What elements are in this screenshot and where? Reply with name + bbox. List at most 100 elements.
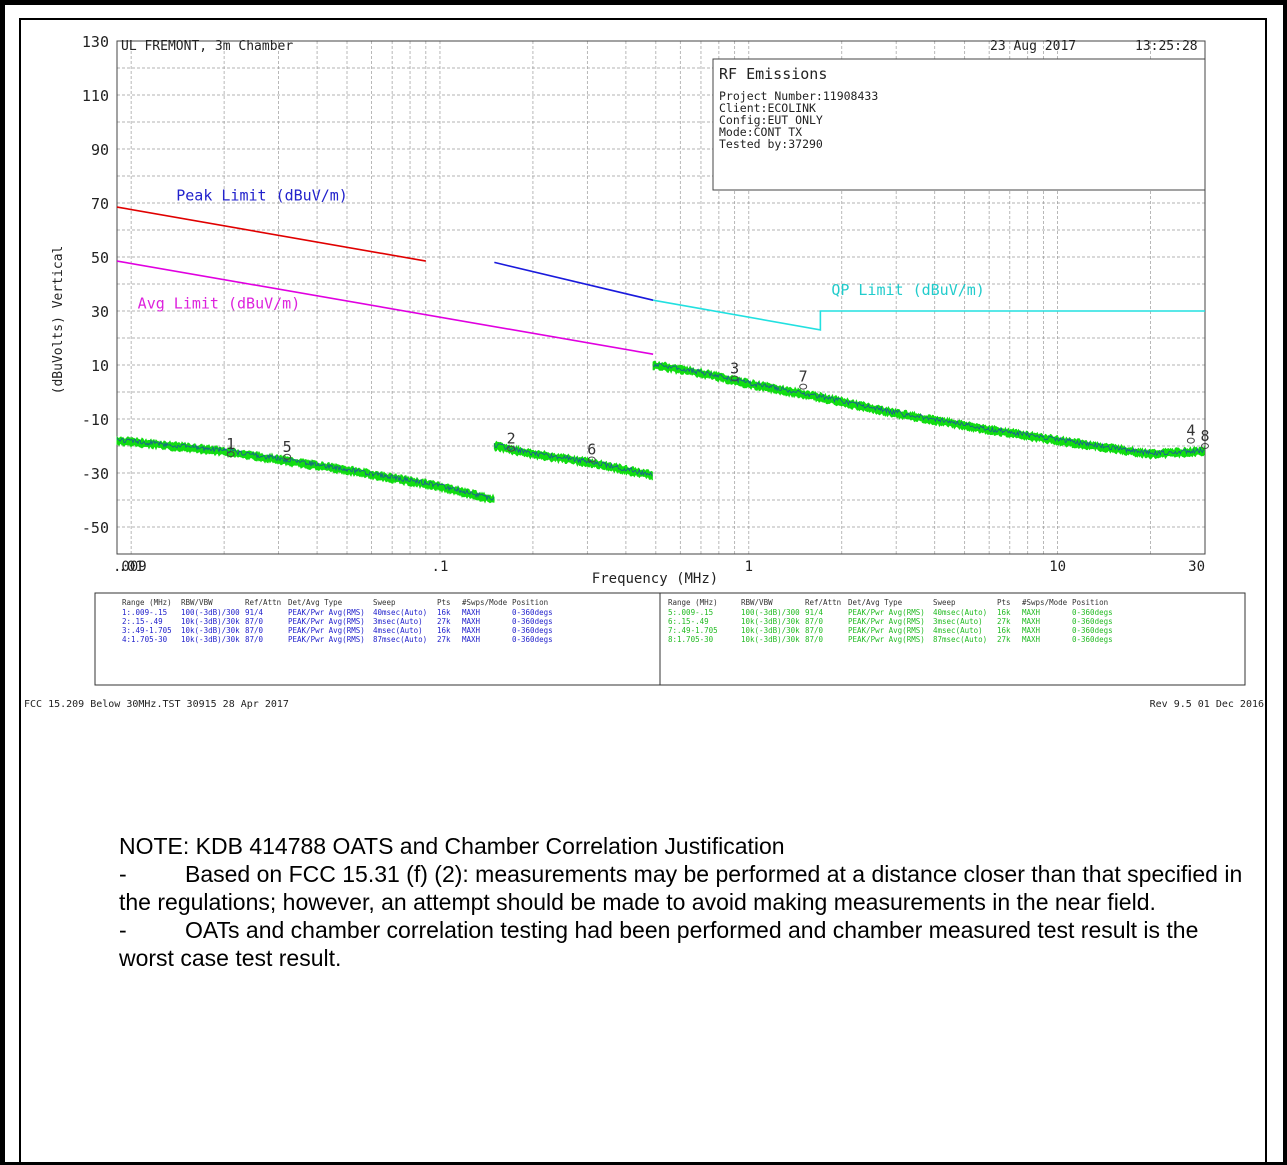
x-axis-ticks: .009.01 .1 1 10 30 bbox=[113, 559, 1205, 575]
table-header: Range (MHz) bbox=[668, 598, 718, 607]
marker-symbol bbox=[587, 456, 596, 463]
table-cell: 2:.15-.49 bbox=[122, 617, 163, 626]
table-cell: 27k bbox=[997, 617, 1011, 626]
table-cell: 0-360degs bbox=[1072, 617, 1113, 626]
table-cell: 87/0 bbox=[805, 626, 824, 635]
table-header: Sweep bbox=[933, 598, 956, 607]
table-cell: 87/0 bbox=[245, 617, 264, 626]
table-cell: 10k(-3dB)/30k bbox=[181, 635, 240, 644]
bullet-dash: - bbox=[119, 917, 127, 943]
table-cell: MAXH bbox=[1022, 626, 1041, 635]
y-axis-ticks: 130 110 90 70 50 30 10 -10 -30 -50 bbox=[82, 33, 109, 537]
marker-label: 4 bbox=[1186, 422, 1195, 440]
marker-label: 8 bbox=[1200, 427, 1209, 445]
table-cell: 40msec(Auto) bbox=[933, 608, 987, 617]
table-cell: MAXH bbox=[462, 626, 481, 635]
table-cell: 87/0 bbox=[245, 635, 264, 644]
marker-label: 3 bbox=[730, 360, 739, 378]
y-tick-label: -10 bbox=[82, 411, 109, 429]
x-tick-label: .009 bbox=[113, 559, 147, 575]
table-cell: 16k bbox=[997, 608, 1011, 617]
settings-table-box bbox=[94, 592, 1246, 686]
x-tick-label: 30 bbox=[1188, 559, 1205, 575]
table-cell: PEAK/Pwr Avg(RMS) bbox=[848, 626, 925, 635]
table-cell: 16k bbox=[997, 626, 1011, 635]
table-header: #Swps/Mode bbox=[1022, 598, 1068, 607]
table-cell: 10k(-3dB)/30k bbox=[181, 617, 240, 626]
info-line: Tested by:37290 bbox=[719, 137, 823, 151]
x-tick-label: .1 bbox=[432, 559, 449, 575]
note-bullet-1: - Based on FCC 15.31 (f) (2): measurement… bbox=[119, 860, 1259, 916]
trace-band bbox=[116, 435, 495, 504]
correlation-note: NOTE: KDB 414788 OATS and Chamber Correl… bbox=[119, 832, 1259, 972]
y-tick-label: 10 bbox=[91, 357, 109, 375]
table-cell: 4msec(Auto) bbox=[933, 626, 983, 635]
table-cell: 3msec(Auto) bbox=[933, 617, 983, 626]
table-header: RBW/VBW bbox=[741, 598, 773, 607]
trace-peak-line bbox=[493, 443, 653, 477]
y-tick-label: 110 bbox=[82, 87, 109, 105]
test-date: 23 Aug 2017 bbox=[990, 39, 1076, 54]
table-cell: 10k(-3dB)/30k bbox=[181, 626, 240, 635]
limit-line bbox=[116, 260, 654, 355]
info-title: RF Emissions bbox=[719, 65, 827, 83]
trace-band bbox=[493, 440, 653, 481]
table-cell: 3msec(Auto) bbox=[373, 617, 423, 626]
table-cell: 91/4 bbox=[805, 608, 824, 617]
marker-label: 6 bbox=[587, 441, 596, 459]
table-cell: PEAK/Pwr Avg(RMS) bbox=[288, 635, 365, 644]
table-cell: 27k bbox=[437, 617, 451, 626]
marker-symbol bbox=[226, 451, 235, 458]
limit-line bbox=[652, 299, 1205, 331]
limit-lines bbox=[116, 206, 1205, 355]
limit-label: Peak Limit (dBuV/m) bbox=[176, 186, 348, 204]
marker-symbol bbox=[730, 375, 739, 382]
x-axis-label: Frequency (MHz) bbox=[592, 571, 718, 587]
table-cell: 0-360degs bbox=[512, 635, 553, 644]
table-cell: 100(-3dB)/300 bbox=[741, 608, 800, 617]
y-tick-label: 90 bbox=[91, 141, 109, 159]
note-bullet-2: - OATs and chamber correlation testing ha… bbox=[119, 916, 1259, 972]
marker-symbol bbox=[799, 383, 808, 390]
y-tick-label: -30 bbox=[82, 465, 109, 483]
settings-table-left: Range (MHz) RBW/VBW Ref/Attn Det/Avg Type Sw… bbox=[122, 598, 553, 644]
test-time: 13:25:28 bbox=[1135, 39, 1198, 54]
table-cell: PEAK/Pwr Avg(RMS) bbox=[848, 608, 925, 617]
table-cell: 10k(-3dB)/30k bbox=[741, 626, 800, 635]
table-cell: 0-360degs bbox=[1072, 608, 1113, 617]
table-cell: PEAK/Pwr Avg(RMS) bbox=[288, 617, 365, 626]
table-header: Det/Avg Type bbox=[848, 598, 903, 607]
limit-labels: Peak Limit (dBuV/m) Avg Limit (dBuV/m) QP … bbox=[138, 186, 985, 312]
table-cell: MAXH bbox=[1022, 608, 1041, 617]
y-tick-label: 130 bbox=[82, 33, 109, 51]
table-header: Pts bbox=[997, 598, 1011, 607]
footer-right: Rev 9.5 01 Dec 2016 bbox=[1150, 699, 1264, 710]
table-cell: 1:.009-.15 bbox=[122, 608, 167, 617]
limit-line bbox=[494, 261, 654, 301]
table-cell: 100(-3dB)/300 bbox=[181, 608, 240, 617]
table-cell: 40msec(Auto) bbox=[373, 608, 427, 617]
trace-peak-line bbox=[116, 437, 495, 501]
x-tick-label: 10 bbox=[1049, 559, 1066, 575]
lab-title: UL FREMONT, 3m Chamber bbox=[121, 39, 293, 54]
footer-left: FCC 15.209 Below 30MHz.TST 30915 28 Apr … bbox=[24, 699, 289, 710]
y-tick-label: 50 bbox=[91, 249, 109, 267]
table-cell: 91/4 bbox=[245, 608, 264, 617]
table-cell: 4:1.705-30 bbox=[122, 635, 168, 644]
table-cell: MAXH bbox=[462, 608, 481, 617]
table-cell: MAXH bbox=[462, 617, 481, 626]
y-axis-label: (dBuVolts) Vertical bbox=[51, 246, 66, 395]
marker-symbol bbox=[283, 453, 292, 460]
settings-table-right: Range (MHz) RBW/VBW Ref/Attn Det/Avg Type Sw… bbox=[668, 598, 1113, 644]
table-cell: 8:1.705-30 bbox=[668, 635, 714, 644]
table-cell: PEAK/Pwr Avg(RMS) bbox=[288, 626, 365, 635]
y-tick-label: 30 bbox=[91, 303, 109, 321]
table-cell: PEAK/Pwr Avg(RMS) bbox=[848, 635, 925, 644]
table-cell: 4msec(Auto) bbox=[373, 626, 423, 635]
table-cell: 10k(-3dB)/30k bbox=[741, 617, 800, 626]
marker-symbol bbox=[507, 445, 516, 452]
marker-label: 1 bbox=[226, 435, 235, 453]
note-bullet-2-text: OATs and chamber correlation testing had… bbox=[119, 917, 1199, 971]
table-cell: 16k bbox=[437, 608, 451, 617]
